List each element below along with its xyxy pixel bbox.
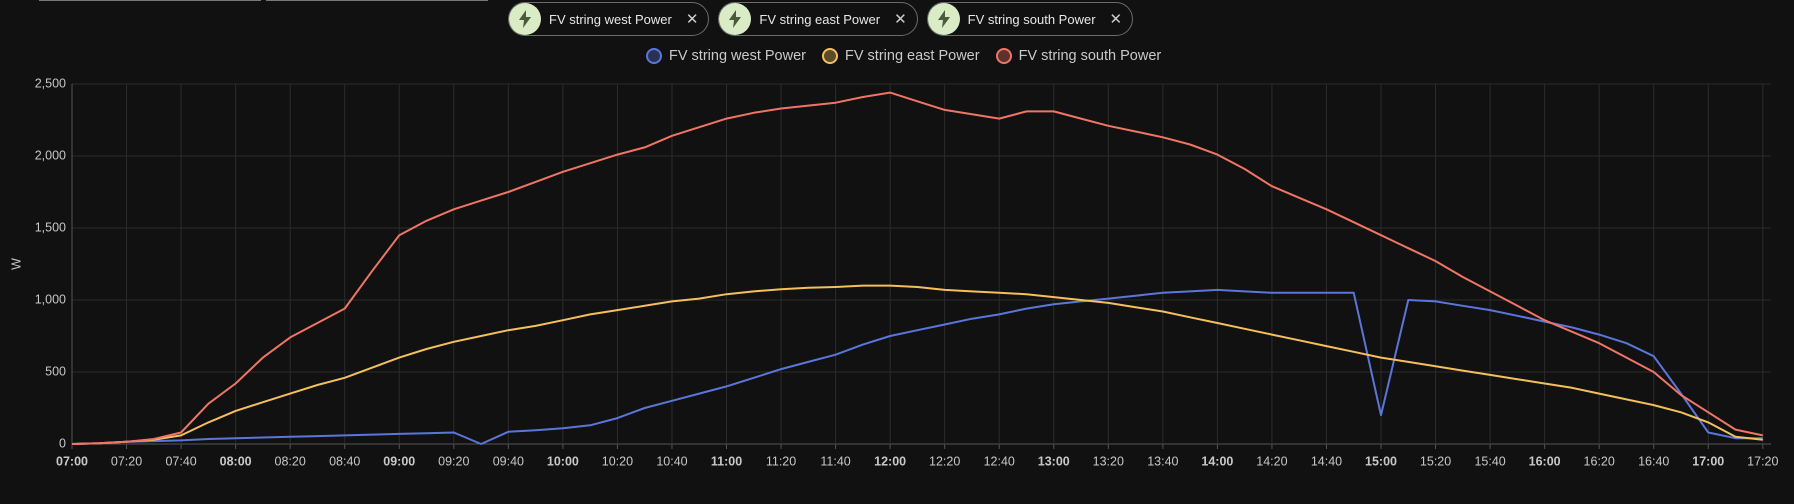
series-line xyxy=(71,288,1763,445)
x-tick-label: 09:20 xyxy=(438,454,469,468)
bolt-icon xyxy=(519,10,531,28)
chip-remove[interactable]: ✕ xyxy=(894,11,907,28)
date-picker[interactable] xyxy=(39,0,261,1)
legend-marker xyxy=(646,48,662,64)
y-tick-label: 0 xyxy=(59,436,66,450)
entity-chips: FV string west Power ✕ FV string east Powe… xyxy=(508,2,1134,36)
bolt-icon xyxy=(937,10,950,28)
chip-label: FV string east Power xyxy=(759,11,881,27)
legend-marker xyxy=(822,48,838,64)
x-tick-label: 12:20 xyxy=(929,454,960,468)
x-tick-label: 11:20 xyxy=(766,454,796,468)
chip-label: FV string west Power xyxy=(549,11,672,27)
x-tick-label: 17:00 xyxy=(1692,454,1724,468)
x-tick-label: 10:00 xyxy=(547,454,579,468)
entity-chip[interactable]: FV string south Power ✕ xyxy=(926,2,1134,36)
y-tick-label: 500 xyxy=(45,364,66,378)
x-tick-label: 11:40 xyxy=(820,454,850,468)
x-tick-label: 15:00 xyxy=(1365,454,1397,468)
x-tick-label: 15:40 xyxy=(1474,454,1505,468)
series-line xyxy=(71,284,1763,445)
y-tick-label: 2,500 xyxy=(35,76,66,90)
x-tick-label: 16:20 xyxy=(1584,454,1615,468)
x-tick-label: 13:40 xyxy=(1147,454,1178,468)
x-tick-label: 08:40 xyxy=(329,454,360,468)
series-line xyxy=(71,91,1764,445)
chip-icon xyxy=(509,3,541,35)
legend-label: FV string south Power xyxy=(1018,48,1162,64)
y-tick-label: 1,500 xyxy=(35,220,66,234)
x-tick-label: 09:00 xyxy=(383,454,415,468)
chip-remove[interactable]: ✕ xyxy=(685,11,699,28)
bolt-icon xyxy=(729,10,742,28)
x-tick-label: 07:00 xyxy=(56,454,88,468)
x-tick-label: 12:00 xyxy=(874,454,906,468)
legend-label: FV string east Power xyxy=(845,48,980,64)
legend-item[interactable]: FV string west Power xyxy=(646,48,806,64)
x-tick-label: 07:40 xyxy=(165,454,196,468)
x-tick-label: 08:20 xyxy=(275,454,306,468)
x-tick-label: 14:20 xyxy=(1256,454,1287,468)
date-picker[interactable] xyxy=(266,0,488,1)
x-tick-label: 10:20 xyxy=(602,454,633,468)
y-tick-label: 1,000 xyxy=(35,292,66,306)
x-tick-label: 14:00 xyxy=(1201,454,1233,468)
y-axis-label: W xyxy=(9,258,23,270)
x-tick-label: 16:40 xyxy=(1638,454,1669,468)
x-tick-label: 12:40 xyxy=(984,454,1015,468)
x-tick-label: 13:20 xyxy=(1093,454,1124,468)
x-tick-label: 13:00 xyxy=(1038,454,1070,468)
y-tick-label: 2,000 xyxy=(35,148,66,162)
x-tick-label: 07:20 xyxy=(111,454,142,468)
x-tick-label: 14:40 xyxy=(1311,454,1342,468)
x-tick-label: 11:00 xyxy=(711,454,742,468)
x-tick-label: 09:40 xyxy=(493,454,524,468)
legend-item[interactable]: FV string east Power xyxy=(822,48,980,64)
legend: FV string west Power FV string east Power… xyxy=(646,48,1161,64)
chip-label: FV string south Power xyxy=(967,11,1096,27)
chip-icon xyxy=(927,3,960,35)
x-tick-label: 15:20 xyxy=(1420,454,1451,468)
entity-chip[interactable]: FV string east Power ✕ xyxy=(718,2,918,36)
x-tick-label: 08:00 xyxy=(220,454,252,468)
legend-item[interactable]: FV string south Power xyxy=(995,48,1162,64)
chip-icon xyxy=(719,3,752,35)
legend-label: FV string west Power xyxy=(669,48,806,64)
entity-chip[interactable]: FV string west Power ✕ xyxy=(508,2,710,36)
x-tick-label: 10:40 xyxy=(656,454,687,468)
x-tick-label: 16:00 xyxy=(1529,454,1561,468)
legend-marker xyxy=(995,48,1012,64)
x-tick-label: 17:20 xyxy=(1747,454,1778,468)
chip-remove[interactable]: ✕ xyxy=(1109,11,1123,28)
